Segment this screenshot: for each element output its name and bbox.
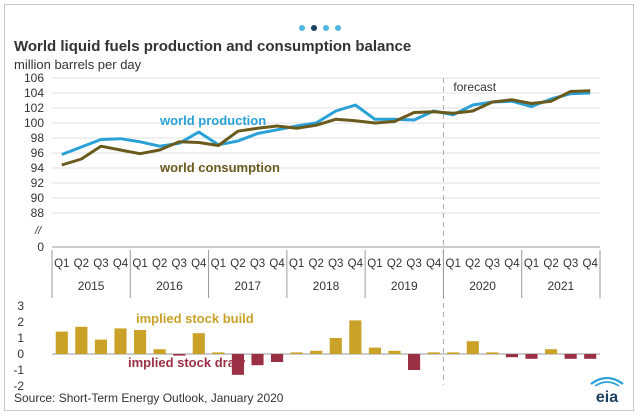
year-label: 2020 (469, 279, 496, 293)
stock-change-bar (447, 352, 460, 354)
forecast-label: forecast (453, 80, 496, 94)
x-tick-label: Q1 (289, 258, 304, 270)
series-line-consumption (61, 89, 591, 167)
stock-change-bar (408, 354, 421, 370)
stock-change-bar (290, 352, 303, 354)
stock-change-bar (349, 320, 362, 354)
x-tick-label: Q2 (309, 258, 324, 270)
year-label: 2018 (313, 279, 340, 293)
x-tick-label: Q2 (543, 258, 558, 270)
bar-label-build: implied stock build (136, 311, 254, 326)
source-note: Source: Short-Term Energy Outlook, Janua… (14, 391, 284, 405)
y-tick-label: 90 (31, 191, 45, 205)
bar-y-tick-label: 0 (17, 347, 24, 361)
y-tick-label: 96 (31, 146, 45, 160)
x-tick-label: Q4 (348, 258, 364, 270)
y-tick-label: 106 (24, 71, 44, 85)
stock-change-bar (212, 352, 225, 354)
series-label-consumption: world consumption (159, 160, 280, 175)
stock-change-bar (584, 354, 597, 359)
stock-change-bar (251, 354, 264, 366)
x-tick-label: Q2 (152, 258, 167, 270)
stock-change-bar (427, 352, 440, 354)
x-tick-label: Q4 (504, 258, 520, 270)
x-tick-label: Q3 (250, 258, 265, 270)
y-tick-label: 104 (24, 86, 44, 100)
x-tick-label: Q4 (583, 258, 599, 270)
carousel-dot[interactable] (299, 25, 305, 31)
x-tick-label: Q3 (172, 258, 187, 270)
y-tick-label: 0 (37, 240, 44, 254)
x-tick-label: Q2 (74, 258, 89, 270)
stock-change-bar (75, 326, 88, 354)
stock-change-bar (153, 349, 166, 354)
eia-logo-text: eia (596, 389, 618, 406)
bar-y-tick-label: 1 (17, 331, 24, 345)
stock-change-bar (231, 354, 244, 375)
stock-change-bar (329, 338, 342, 354)
bar-y-tick-label: -1 (13, 363, 24, 377)
stock-change-bar (505, 354, 518, 358)
x-tick-label: Q1 (54, 258, 69, 270)
stock-change-bar (368, 347, 381, 354)
x-tick-label: Q3 (328, 258, 343, 270)
carousel-dot[interactable] (323, 25, 329, 31)
stock-change-bar (564, 354, 577, 359)
x-tick-label: Q1 (524, 258, 539, 270)
x-tick-label: Q1 (211, 258, 226, 270)
stock-change-bar (525, 354, 538, 359)
stock-change-bar (114, 328, 127, 354)
x-tick-label: Q1 (446, 258, 461, 270)
x-tick-label: Q2 (387, 258, 402, 270)
x-tick-label: Q2 (230, 258, 245, 270)
stock-change-bar (310, 350, 323, 354)
x-tick-label: Q2 (465, 258, 480, 270)
chart-subtitle: million barrels per day (14, 57, 142, 72)
stock-change-bar (271, 354, 284, 362)
x-tick-label: Q4 (191, 258, 207, 270)
axis-break-mark: // (34, 225, 42, 237)
x-tick-label: Q1 (367, 258, 382, 270)
year-label: 2017 (234, 279, 261, 293)
stock-change-bar (388, 350, 401, 354)
y-tick-label: 98 (31, 131, 45, 145)
eia-logo: eia (590, 376, 624, 406)
y-tick-label: 94 (31, 161, 45, 175)
x-tick-label: Q4 (269, 258, 285, 270)
y-tick-label: 102 (24, 101, 44, 115)
series-label-production: world production (159, 113, 266, 128)
stock-change-bar (173, 354, 186, 356)
x-tick-label: Q3 (406, 258, 421, 270)
stock-change-bar (486, 352, 499, 354)
year-label: 2019 (391, 279, 418, 293)
bar-y-tick-label: -2 (13, 379, 24, 393)
x-tick-label: Q3 (563, 258, 578, 270)
stock-change-bar (466, 341, 479, 354)
bar-y-tick-label: 3 (17, 299, 24, 313)
y-tick-label: 88 (31, 206, 45, 220)
year-label: 2021 (548, 279, 575, 293)
bar-label-draw: implied stock draw (128, 355, 246, 370)
stock-change-bar (94, 339, 107, 354)
x-tick-label: Q4 (113, 258, 129, 270)
chart-frame (4, 4, 634, 411)
year-label: 2016 (156, 279, 183, 293)
x-tick-label: Q3 (485, 258, 500, 270)
chart-title: World liquid fuels production and consum… (14, 38, 412, 55)
x-tick-label: Q1 (132, 258, 147, 270)
carousel-dot[interactable] (335, 25, 341, 31)
y-tick-label: 92 (31, 176, 45, 190)
stock-change-bar (55, 331, 68, 354)
stock-change-bar (134, 330, 147, 354)
x-tick-label: Q4 (426, 258, 442, 270)
carousel-dots (0, 18, 640, 36)
x-tick-label: Q3 (93, 258, 108, 270)
stock-change-bar (545, 349, 558, 354)
y-tick-label: 100 (24, 116, 44, 130)
bar-y-tick-label: 2 (17, 315, 24, 329)
stock-change-bar (192, 333, 205, 354)
year-label: 2015 (78, 279, 105, 293)
carousel-dot[interactable] (311, 25, 317, 31)
